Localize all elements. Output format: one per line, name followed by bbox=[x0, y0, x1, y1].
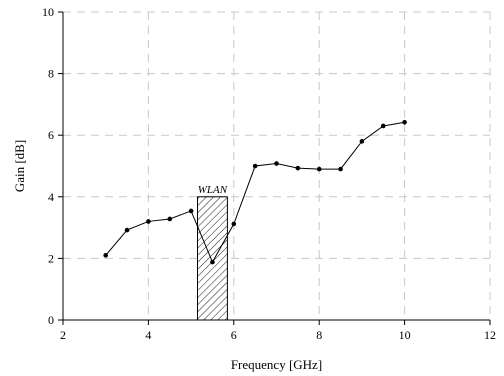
series-line bbox=[105, 121, 405, 264]
data-point bbox=[295, 165, 301, 171]
series-layer bbox=[103, 119, 407, 265]
x-tick-label: 2 bbox=[60, 328, 66, 342]
data-point bbox=[231, 221, 237, 227]
wlan-band-layer bbox=[197, 196, 228, 321]
data-point bbox=[359, 139, 365, 144]
x-tick-label: 8 bbox=[316, 328, 322, 342]
y-tick-label: 8 bbox=[48, 67, 54, 81]
wlan-label: WLAN bbox=[198, 184, 228, 196]
x-axis-title: Frequency [GHz] bbox=[231, 357, 322, 372]
x-tick-label: 10 bbox=[399, 328, 411, 342]
data-point bbox=[316, 166, 322, 172]
y-axis-title: Gain [dB] bbox=[12, 140, 27, 192]
data-point bbox=[146, 219, 151, 224]
axes bbox=[58, 11, 491, 325]
data-point bbox=[338, 166, 343, 172]
data-point bbox=[167, 216, 173, 222]
x-tick-label: 6 bbox=[231, 328, 237, 342]
data-point bbox=[124, 227, 130, 233]
data-point bbox=[210, 259, 215, 265]
y-tick-label: 6 bbox=[48, 128, 54, 142]
data-point bbox=[103, 253, 108, 258]
grid-lines bbox=[63, 11, 491, 320]
data-point bbox=[380, 123, 386, 129]
y-tick-label: 0 bbox=[48, 313, 54, 327]
x-tick-label: 12 bbox=[484, 328, 496, 342]
data-point bbox=[402, 119, 407, 125]
data-point bbox=[188, 208, 194, 214]
wlan-band bbox=[197, 196, 228, 321]
y-tick-label: 2 bbox=[48, 251, 54, 265]
y-tick-label: 4 bbox=[48, 190, 54, 204]
data-point bbox=[274, 161, 279, 166]
data-point bbox=[252, 163, 258, 169]
y-tick-label: 10 bbox=[42, 5, 54, 19]
x-tick-label: 4 bbox=[145, 328, 151, 342]
